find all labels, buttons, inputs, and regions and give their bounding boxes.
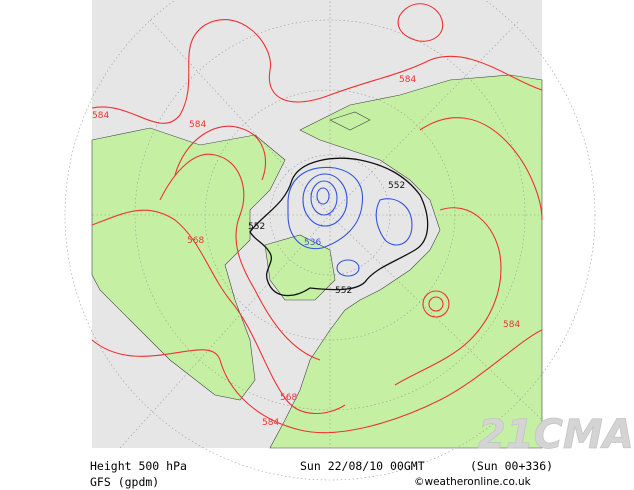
label-584-west-edge: 584 [92, 111, 109, 121]
red-contours [91, 3, 543, 434]
blue-contours [287, 166, 413, 277]
label-536: 536 [304, 238, 321, 248]
label-552-west: 552 [248, 222, 265, 232]
contour-536-south [336, 259, 360, 277]
valid-time-caption: Sun 22/08/10 00GMT [300, 459, 425, 473]
contour-552 [249, 157, 429, 297]
label-584-nw: 584 [189, 120, 206, 130]
land-eurasia [269, 74, 543, 449]
model-caption: GFS (gpdm) [90, 475, 160, 489]
contour-568-east [394, 207, 502, 386]
label-584-north: 584 [399, 75, 416, 85]
contour-584-south [91, 329, 543, 434]
land-arctic-islands [329, 111, 371, 131]
contour-568-west [91, 209, 346, 414]
label-568-south: 568 [280, 393, 297, 403]
contour-568-inner [159, 153, 321, 361]
graticule [64, 0, 596, 481]
label-552-northeast: 552 [388, 181, 405, 191]
contour-small-low-east [428, 296, 444, 312]
contour-520-b [310, 180, 338, 216]
contour-536 [287, 166, 364, 250]
contour-536-east [375, 198, 413, 246]
label-568-west: 568 [187, 236, 204, 246]
run-caption: (Sun 00+336) [470, 459, 554, 473]
land-north-america [91, 127, 286, 401]
label-584-south: 584 [262, 418, 279, 428]
land-masses [91, 74, 543, 449]
label-584-east: 584 [503, 320, 520, 330]
contour-small-low-east-outer [422, 290, 450, 318]
contour-584-wave [174, 125, 266, 181]
field-caption: Height 500 hPa [90, 459, 187, 473]
label-552-south: 552 [335, 286, 352, 296]
contour-ring-north [397, 3, 443, 42]
source-caption[interactable]: ©weatheronline.co.uk [414, 476, 531, 488]
contour-labels: 584 584 584 568 584 568 584 552 552 552 … [92, 75, 520, 428]
contour-520-a [302, 173, 348, 227]
contour-584-west [91, 19, 543, 124]
contour-520-c [316, 187, 330, 205]
watermark-logo: 21CMA [478, 412, 634, 458]
contour-584-east [419, 117, 543, 221]
